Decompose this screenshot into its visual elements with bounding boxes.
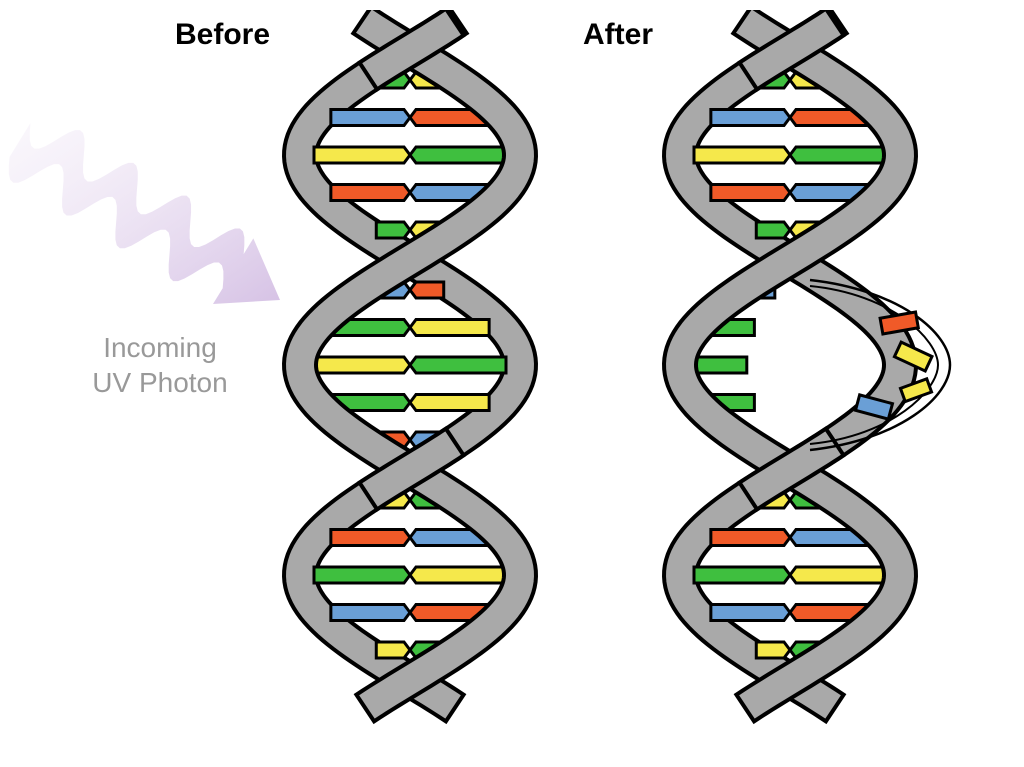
base-left: [694, 357, 747, 373]
base-right: [410, 357, 506, 373]
base-left: [711, 110, 790, 126]
base-left: [376, 222, 410, 238]
base-right: [410, 567, 506, 583]
base-left: [314, 147, 410, 163]
base-right: [410, 395, 489, 411]
base-left: [376, 642, 410, 658]
base-left: [756, 642, 790, 658]
base-left: [711, 185, 790, 201]
base-pairs: [694, 72, 886, 658]
dna-helix-after: [660, 10, 980, 760]
base-left: [331, 530, 410, 546]
base-left: [694, 147, 790, 163]
base-pairs: [314, 72, 506, 658]
base-left: [331, 605, 410, 621]
base-left: [711, 605, 790, 621]
photon-arrow-shape: [9, 123, 280, 304]
base-right: [790, 147, 886, 163]
diagram-canvas: Before After Incoming UV Photon: [0, 0, 1024, 767]
base-right: [410, 282, 444, 298]
base-left: [711, 530, 790, 546]
base-left: [694, 567, 790, 583]
base-left: [756, 222, 790, 238]
base-left: [331, 185, 410, 201]
base-right: [410, 147, 506, 163]
base-left: [314, 567, 410, 583]
base-left: [314, 357, 410, 373]
base-right: [410, 320, 489, 336]
base-right: [790, 567, 886, 583]
base-left: [331, 110, 410, 126]
dna-helix-before: [280, 10, 600, 760]
